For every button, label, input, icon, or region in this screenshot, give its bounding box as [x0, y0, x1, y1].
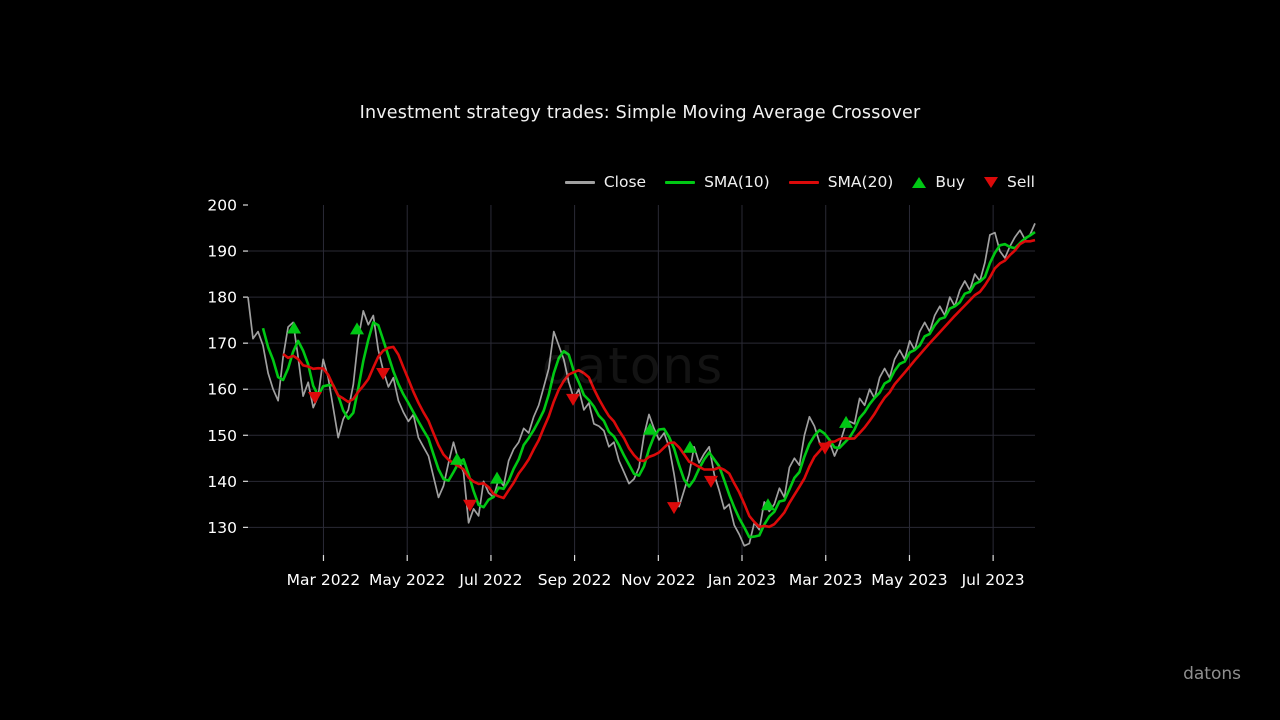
buy-marker — [349, 322, 364, 335]
legend-item-label: Sell — [1007, 173, 1035, 191]
x-tick-label: Mar 2022 — [287, 571, 361, 589]
sell-marker — [566, 393, 581, 406]
x-tick-label: May 2023 — [871, 571, 947, 589]
legend-item-sell: Sell — [984, 173, 1035, 191]
sell-marker — [703, 475, 718, 488]
legend-item-label: Buy — [935, 173, 965, 191]
legend-item-sma20: SMA(20) — [788, 173, 894, 191]
sell-marker — [667, 502, 682, 515]
legend-item-close: Close — [564, 173, 647, 191]
sma20-line — [282, 238, 1036, 529]
legend-line-swatch — [564, 180, 595, 184]
x-tick-label: Nov 2022 — [621, 571, 696, 589]
buy-marker — [682, 440, 697, 453]
x-tick-label: Jul 2023 — [961, 571, 1025, 589]
sell-triangle-icon — [984, 176, 998, 188]
x-tick-label: Jul 2022 — [458, 571, 522, 589]
x-tick-label: Sep 2022 — [538, 571, 612, 589]
sell-marker — [463, 499, 478, 512]
y-tick-label: 200 — [207, 197, 237, 215]
x-tick-label: Jan 2023 — [707, 571, 776, 589]
legend-item-label: Close — [603, 173, 647, 191]
sell-marker — [307, 392, 322, 404]
buy-marker — [760, 498, 775, 511]
legend-item-buy: Buy — [912, 173, 965, 191]
chart-title: Investment strategy trades: Simple Movin… — [359, 103, 921, 123]
x-tick-label: Mar 2023 — [789, 571, 863, 589]
y-tick-label: 140 — [207, 473, 237, 491]
sell-marker — [376, 368, 391, 381]
y-tick-label: 170 — [207, 335, 237, 353]
legend-line-swatch — [665, 180, 696, 184]
buy-marker — [287, 321, 302, 334]
watermark-center: datons — [541, 337, 725, 395]
y-tick-label: 130 — [207, 519, 237, 537]
y-tick-label: 150 — [207, 427, 237, 445]
close-line — [247, 223, 1036, 547]
y-tick-label: 180 — [207, 289, 237, 307]
x-tick-label: May 2022 — [369, 571, 445, 589]
buy-marker — [839, 415, 854, 428]
buy-marker — [642, 422, 657, 435]
buy-marker — [490, 471, 505, 484]
sell-marker — [818, 442, 833, 455]
sma10-line — [261, 231, 1036, 539]
legend-item-label: SMA(10) — [704, 173, 770, 191]
buy-marker — [450, 452, 465, 465]
y-tick-label: 160 — [207, 381, 237, 399]
legend-item-sma10: SMA(10) — [665, 173, 770, 191]
buy-triangle-icon — [912, 176, 927, 188]
y-tick-label: 190 — [207, 243, 237, 261]
legend-line-swatch — [788, 180, 819, 184]
brand-watermark: datons — [1183, 664, 1241, 684]
legend: Close SMA(10) SMA(20) Buy Sell — [564, 173, 1035, 191]
legend-item-label: SMA(20) — [827, 173, 894, 191]
